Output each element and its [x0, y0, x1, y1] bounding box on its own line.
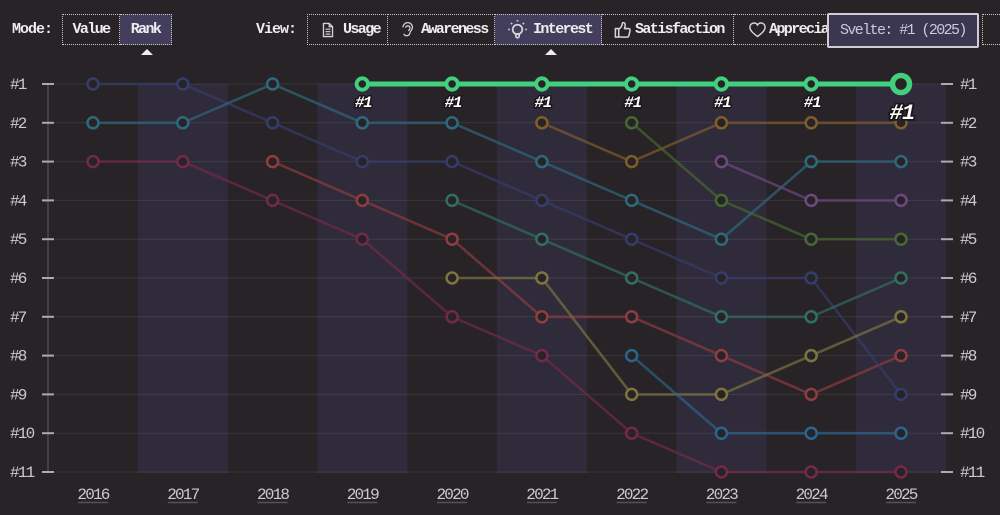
svg-text:#9: #9 — [960, 386, 977, 404]
svg-text:#1: #1 — [355, 94, 372, 112]
svg-text:#9: #9 — [10, 386, 27, 404]
svg-text:#7: #7 — [960, 309, 977, 327]
svg-text:#1: #1 — [890, 101, 914, 126]
svg-text:2021: 2021 — [526, 486, 558, 504]
svg-text:2024: 2024 — [796, 486, 828, 504]
svg-text:#8: #8 — [960, 348, 977, 366]
svg-text:#1: #1 — [10, 76, 27, 94]
svg-text:2017: 2017 — [167, 486, 199, 504]
svg-text:2018: 2018 — [257, 486, 289, 504]
svg-text:#10: #10 — [960, 425, 985, 443]
svg-text:#1: #1 — [624, 94, 641, 112]
svg-text:#6: #6 — [10, 270, 27, 288]
svg-text:#1: #1 — [535, 94, 552, 112]
svg-text:#3: #3 — [10, 154, 27, 172]
svg-text:#5: #5 — [960, 231, 977, 249]
svg-text:#1: #1 — [804, 94, 821, 112]
svg-text:#4: #4 — [960, 192, 977, 210]
svg-text:2022: 2022 — [616, 486, 648, 504]
svg-text:#4: #4 — [10, 192, 27, 210]
svg-text:#8: #8 — [10, 348, 27, 366]
svg-text:#1: #1 — [445, 94, 462, 112]
svg-text:2016: 2016 — [77, 486, 109, 504]
svg-text:2023: 2023 — [706, 486, 738, 504]
svg-text:#5: #5 — [10, 231, 27, 249]
svg-text:#1: #1 — [960, 76, 977, 94]
svg-text:2025: 2025 — [885, 486, 917, 504]
svg-text:#3: #3 — [960, 154, 977, 172]
svg-text:#6: #6 — [960, 270, 977, 288]
svg-text:2019: 2019 — [347, 486, 379, 504]
svg-text:#1: #1 — [714, 94, 731, 112]
svg-text:#10: #10 — [10, 425, 35, 443]
svg-text:#11: #11 — [960, 464, 985, 482]
svg-text:#2: #2 — [10, 115, 27, 133]
svg-text:2020: 2020 — [436, 486, 468, 504]
svg-text:#11: #11 — [10, 464, 35, 482]
svg-text:#7: #7 — [10, 309, 27, 327]
svg-text:#2: #2 — [960, 115, 977, 133]
